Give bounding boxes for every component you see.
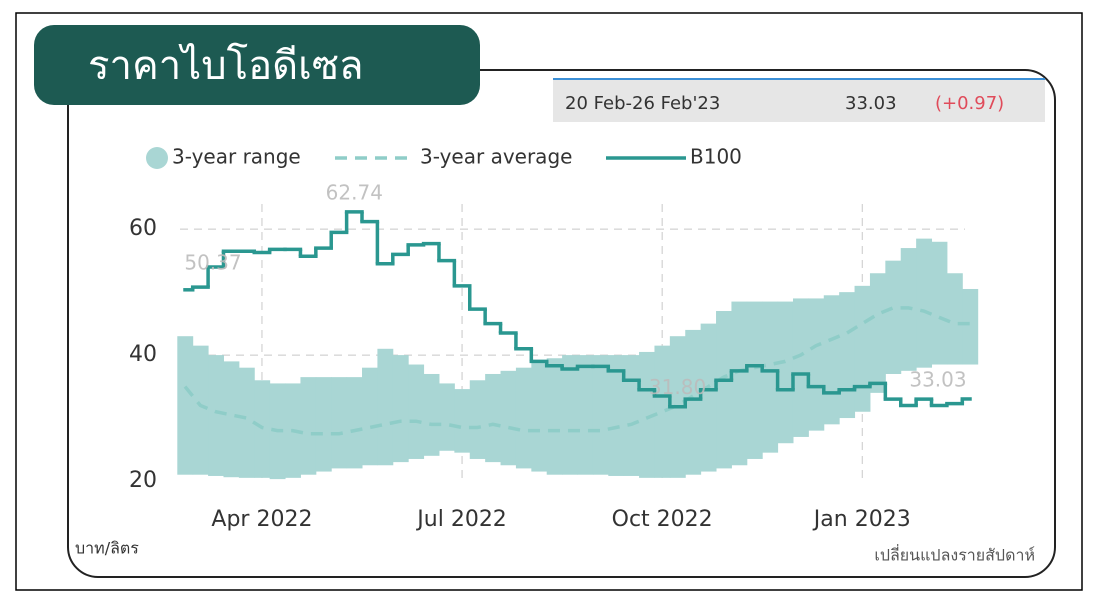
value-label: 62.74 — [326, 180, 383, 204]
x-tick-label: Oct 2022 — [612, 507, 713, 532]
x-tick-label: Jan 2023 — [812, 507, 911, 532]
range-band — [208, 355, 224, 476]
range-band — [685, 329, 702, 475]
range-band — [916, 238, 933, 368]
value-label: 31.80 — [649, 375, 706, 399]
range-band — [608, 355, 625, 476]
legend-label: 3-year average — [420, 145, 572, 169]
range-band — [823, 295, 840, 425]
range-band — [700, 323, 717, 472]
range-band — [515, 367, 532, 469]
range-band — [654, 345, 671, 478]
legend-label: 3-year range — [172, 145, 301, 169]
range-band — [377, 348, 394, 466]
range-band — [346, 377, 363, 469]
range-band — [469, 380, 486, 459]
value-label: 50.37 — [184, 250, 241, 274]
y-tick-label: 40 — [129, 342, 157, 367]
range-band — [792, 298, 809, 437]
y-tick-label: 20 — [129, 468, 157, 493]
range-band — [562, 355, 578, 475]
range-band — [546, 358, 563, 475]
range-band — [438, 383, 455, 451]
y-unit: บาท/ลิตร — [75, 539, 139, 558]
x-tick-label: Jul 2022 — [415, 507, 507, 532]
range-band — [392, 355, 409, 463]
range-band — [577, 355, 594, 475]
range-band — [839, 292, 856, 419]
range-band — [362, 367, 378, 466]
range-band — [454, 389, 471, 453]
change: (+0.97) — [935, 93, 1004, 114]
range-band — [500, 370, 517, 466]
title: ราคาไบโอดีเซล — [88, 43, 364, 89]
range-band — [962, 288, 979, 365]
range-band — [408, 364, 425, 459]
value-label: 33.03 — [909, 367, 966, 391]
info-box — [553, 78, 1045, 122]
range-band — [315, 377, 332, 472]
range-band — [777, 301, 794, 444]
period: 20 Feb-26 Feb'23 — [565, 93, 720, 114]
range-band — [192, 345, 209, 475]
y-tick-label: 60 — [129, 216, 157, 241]
range-band — [531, 361, 548, 472]
range-band — [762, 301, 779, 453]
title-tab — [34, 25, 480, 105]
range-band — [869, 273, 886, 393]
footnote: เปลี่ยนแปลงรายสัปดาห์ — [874, 544, 1035, 565]
range-band — [946, 273, 963, 365]
range-band — [731, 301, 748, 466]
range-band — [238, 367, 255, 478]
range-band — [885, 260, 902, 374]
average-line — [183, 306, 970, 436]
range-band — [331, 377, 348, 469]
range-band — [485, 373, 502, 463]
legend-swatch — [146, 147, 168, 169]
range-band — [854, 285, 871, 412]
range-band — [423, 373, 440, 456]
price: 33.03 — [845, 93, 897, 114]
range-band — [716, 311, 732, 469]
legend-label: B100 — [690, 145, 742, 169]
range-band — [177, 336, 194, 475]
range-band — [931, 241, 948, 365]
range-band — [300, 377, 317, 475]
card — [67, 69, 1056, 578]
range-band — [223, 361, 240, 478]
range-band — [623, 355, 640, 476]
range-band — [808, 298, 825, 431]
x-tick-label: Apr 2022 — [211, 507, 312, 532]
range-band — [639, 351, 655, 478]
range-band — [746, 301, 763, 459]
range-band — [592, 355, 609, 475]
